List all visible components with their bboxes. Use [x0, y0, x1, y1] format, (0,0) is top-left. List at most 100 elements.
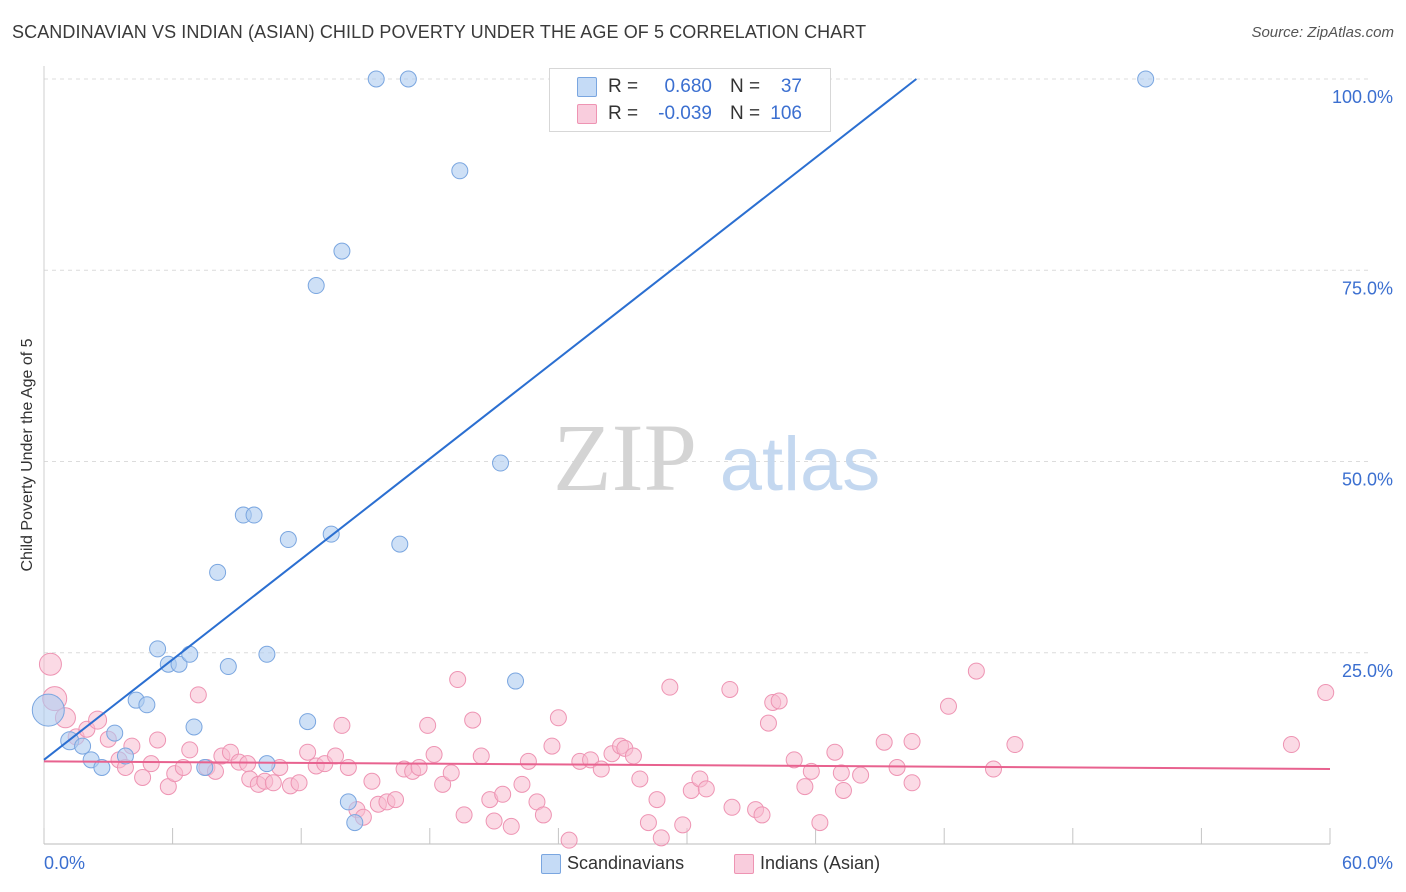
- scandinavian-point: [219, 658, 237, 676]
- scandinavian-point: [185, 718, 203, 736]
- indian-point: [543, 737, 561, 755]
- scandinavian-point: [492, 454, 510, 472]
- indian-point: [387, 791, 405, 809]
- indian-point: [513, 775, 531, 793]
- indian-point: [299, 743, 317, 761]
- indian-point: [631, 770, 649, 788]
- scandinavian-point: [209, 563, 227, 581]
- scandinavian-point: [507, 672, 525, 690]
- indian-point: [472, 747, 490, 765]
- indian-point: [723, 798, 741, 816]
- indian-point: [464, 711, 482, 729]
- indian-point: [442, 764, 460, 782]
- scandinavian-point: [116, 747, 134, 765]
- watermark-atlas: atlas: [720, 422, 881, 507]
- indian-point: [875, 733, 893, 751]
- scandinavian-point: [339, 793, 357, 811]
- legend-n-label: N =: [730, 103, 761, 124]
- indian-point: [785, 751, 803, 769]
- indian-point: [652, 829, 670, 847]
- scandinavian-point: [279, 531, 297, 549]
- indian-point: [624, 747, 642, 765]
- indian-point: [753, 806, 771, 824]
- indian-point: [903, 732, 921, 750]
- indian-point: [939, 697, 957, 715]
- y-tick-label: 75.0%: [1342, 278, 1393, 298]
- indian-point: [134, 768, 152, 786]
- indian-point: [333, 716, 351, 734]
- watermark-zip: ZIP: [553, 404, 697, 511]
- indian-point: [984, 760, 1002, 778]
- indian-point: [802, 762, 820, 780]
- indian-point: [697, 780, 715, 798]
- indian-point: [189, 686, 207, 704]
- indian-point: [494, 785, 512, 803]
- scandinavian-point: [299, 713, 317, 731]
- indian-point: [674, 816, 692, 834]
- indian-point: [290, 774, 308, 792]
- scandinavian-point: [1137, 70, 1155, 88]
- indian-point: [38, 652, 62, 676]
- indian-point: [410, 759, 428, 776]
- indian-point: [967, 662, 985, 680]
- legend-n-value: 106: [770, 103, 802, 124]
- indian-point: [852, 766, 870, 784]
- indian-point: [264, 774, 282, 792]
- legend-r-value: -0.039: [658, 103, 712, 124]
- indian-trend-line: [43, 760, 1331, 771]
- source-label: Source: ZipAtlas.com: [1251, 24, 1394, 41]
- scandinavian-point: [307, 277, 325, 295]
- scandinavian-point: [74, 737, 92, 755]
- series-swatch-pink: [734, 854, 754, 874]
- chart-title: SCANDINAVIAN VS INDIAN (ASIAN) CHILD POV…: [12, 22, 867, 42]
- scandinavian-point: [367, 70, 385, 88]
- indian-point: [434, 775, 452, 793]
- indian-point: [419, 716, 437, 734]
- legend-r-label: R =: [608, 76, 639, 97]
- scandinavian-point: [391, 535, 409, 553]
- indian-point: [149, 731, 167, 749]
- scandinavian-point: [106, 724, 124, 742]
- indian-point: [326, 747, 344, 765]
- scandinavian-point: [196, 759, 214, 776]
- watermark: ZIP atlas: [553, 404, 880, 511]
- y-tick-label: 50.0%: [1342, 470, 1393, 490]
- grid-lines: [44, 78, 1370, 654]
- indian-point: [339, 759, 357, 776]
- indian-points: [38, 652, 1335, 849]
- indian-point: [826, 743, 844, 761]
- y-tick-label: 25.0%: [1342, 661, 1393, 681]
- scandinavian-point: [181, 645, 199, 663]
- indian-point: [549, 709, 567, 727]
- legend-n-label: N =: [730, 76, 761, 97]
- legend-r-label: R =: [608, 103, 639, 124]
- indian-point: [455, 806, 473, 824]
- series-swatch-blue: [541, 854, 561, 874]
- indian-point: [1282, 736, 1300, 754]
- scandinavian-point: [346, 814, 364, 832]
- legend-swatch-pink: [577, 104, 597, 124]
- indian-point: [759, 714, 777, 732]
- indian-point: [1317, 684, 1335, 702]
- scandinavian-point: [93, 759, 111, 776]
- indian-point: [181, 741, 199, 759]
- indian-point: [425, 745, 443, 763]
- indian-point: [592, 760, 610, 778]
- indian-point: [770, 692, 788, 710]
- indian-point: [449, 671, 467, 689]
- indian-point: [239, 755, 257, 773]
- indian-point: [796, 778, 814, 796]
- indian-point: [639, 814, 657, 832]
- indian-point: [832, 764, 850, 782]
- y-tick-label: 100.0%: [1332, 87, 1393, 107]
- scandinavian-trend-line: [43, 78, 917, 761]
- indian-point: [661, 678, 679, 696]
- x-tick-label: 0.0%: [44, 853, 85, 873]
- indian-point: [363, 772, 381, 790]
- scandinavian-point: [31, 693, 65, 727]
- series-legend: Scandinavians Indians (Asian): [0, 852, 1406, 876]
- indian-point: [519, 752, 537, 770]
- trend-lines: [43, 78, 1331, 771]
- indian-point: [502, 817, 520, 835]
- series-legend-label: Indians (Asian): [760, 853, 881, 873]
